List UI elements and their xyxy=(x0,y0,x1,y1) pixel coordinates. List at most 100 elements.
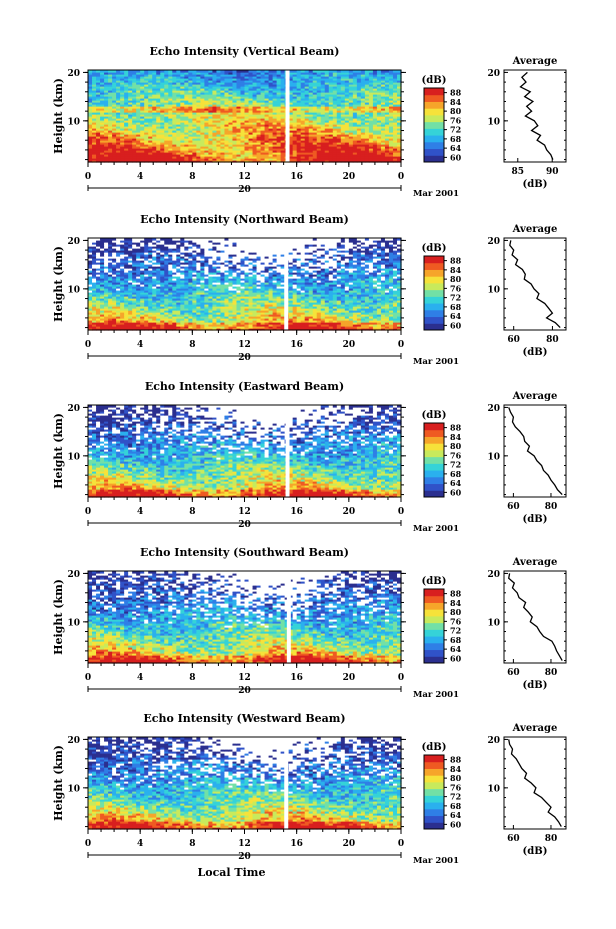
heatmap-cell xyxy=(180,70,185,73)
heatmap-cell xyxy=(300,302,306,305)
heatmap-cell xyxy=(152,90,157,93)
heatmap-cell xyxy=(144,92,149,95)
heatmap-cell xyxy=(252,132,258,135)
heatmap-cell xyxy=(340,144,346,147)
heatmap-cell xyxy=(124,322,129,325)
heatmap-cell xyxy=(192,82,197,85)
heatmap-cell xyxy=(108,128,113,131)
heatmap-cell xyxy=(120,94,125,97)
heatmap-cell xyxy=(96,104,101,107)
heatmap-cell xyxy=(196,86,201,89)
heatmap-cell xyxy=(320,160,326,163)
heatmap-cell xyxy=(228,132,234,135)
heatmap-cell xyxy=(296,88,302,91)
heatmap-cell xyxy=(212,106,218,109)
heatmap-cell xyxy=(364,116,370,119)
heatmap-cell xyxy=(356,110,362,113)
heatmap-cell xyxy=(332,316,338,319)
heatmap-cell xyxy=(172,148,177,151)
heatmap-cell xyxy=(216,132,222,135)
heatmap-cell xyxy=(276,94,282,97)
heatmap-cell xyxy=(356,72,362,75)
heatmap-cell xyxy=(252,122,258,125)
heatmap-cell xyxy=(316,146,322,149)
heatmap-cell xyxy=(316,298,322,301)
heatmap-cell xyxy=(372,156,378,159)
heatmap-cell xyxy=(116,304,121,307)
heatmap-cell xyxy=(140,148,145,151)
heatmap-cell xyxy=(340,158,346,161)
heatmap-cell xyxy=(352,316,358,319)
heatmap-cell xyxy=(268,310,274,313)
heatmap-cell xyxy=(360,132,366,135)
heatmap-cell xyxy=(300,110,306,113)
heatmap-cell xyxy=(124,126,129,129)
heatmap-cell xyxy=(348,70,354,73)
heatmap-cell xyxy=(100,150,105,153)
heatmap-cell xyxy=(212,126,218,129)
heatmap-cell xyxy=(128,88,133,91)
heatmap-cell xyxy=(320,122,326,125)
heatmap-cell xyxy=(168,146,173,149)
heatmap-cell xyxy=(124,114,129,117)
heatmap-cell xyxy=(116,326,121,329)
heatmap-cell xyxy=(356,306,362,309)
heatmap-cell xyxy=(88,138,93,141)
heatmap-cell xyxy=(248,326,254,329)
heatmap-cell xyxy=(104,104,109,107)
heatmap-cell xyxy=(208,326,213,329)
heatmap-cell xyxy=(192,310,197,313)
heatmap-cell xyxy=(144,82,149,85)
heatmap-cell xyxy=(368,80,374,83)
heatmap-cell xyxy=(388,308,394,311)
heatmap-cell xyxy=(312,150,318,153)
heatmap-cell xyxy=(160,324,165,327)
heatmap-cell xyxy=(296,98,302,101)
heatmap-cell xyxy=(132,158,137,161)
heatmap-cell xyxy=(288,124,294,127)
heatmap-cell xyxy=(240,158,246,161)
heatmap-cell xyxy=(180,152,185,155)
heatmap-cell xyxy=(352,112,358,115)
heatmap-cell xyxy=(176,150,181,153)
heatmap-cell xyxy=(196,98,201,101)
heatmap-cell xyxy=(248,114,254,117)
heatmap-cell xyxy=(344,134,350,137)
heatmap-cell xyxy=(380,76,386,79)
heatmap-cell xyxy=(88,144,93,147)
heatmap-cell xyxy=(232,326,238,329)
heatmap-cell xyxy=(316,136,322,139)
heatmap-cell xyxy=(96,306,101,309)
heatmap-cell xyxy=(280,308,286,311)
heatmap-cell xyxy=(388,158,394,161)
heatmap-cell xyxy=(332,90,338,93)
heatmap-cell xyxy=(276,148,282,151)
heatmap-cell xyxy=(140,76,145,79)
heatmap-cell xyxy=(152,110,157,113)
heatmap-cell xyxy=(144,80,149,83)
heatmap-cell xyxy=(128,308,133,311)
heatmap-cell xyxy=(204,118,209,121)
heatmap-cell xyxy=(260,146,266,149)
heatmap-cell xyxy=(104,136,109,139)
heatmap-cell xyxy=(160,322,165,325)
heatmap-cell xyxy=(120,70,125,73)
heatmap-cell xyxy=(244,122,250,125)
heatmap-cell xyxy=(248,142,254,145)
heatmap-cell xyxy=(112,72,117,75)
heatmap-cell xyxy=(184,118,189,121)
heatmap-cell xyxy=(196,144,201,147)
heatmap-cell xyxy=(160,128,165,131)
heatmap-cell xyxy=(216,104,222,107)
heatmap-cell xyxy=(192,130,197,133)
heatmap-cell xyxy=(308,102,314,105)
heatmap-cell xyxy=(92,134,97,137)
heatmap-cell xyxy=(348,154,354,157)
heatmap-cell xyxy=(392,70,398,73)
heatmap-cell xyxy=(332,132,338,135)
heatmap-cell xyxy=(172,298,177,301)
heatmap-cell xyxy=(332,298,338,301)
heatmap-cell xyxy=(132,140,137,143)
heatmap-cell xyxy=(312,144,318,147)
heatmap-cell xyxy=(264,148,270,151)
